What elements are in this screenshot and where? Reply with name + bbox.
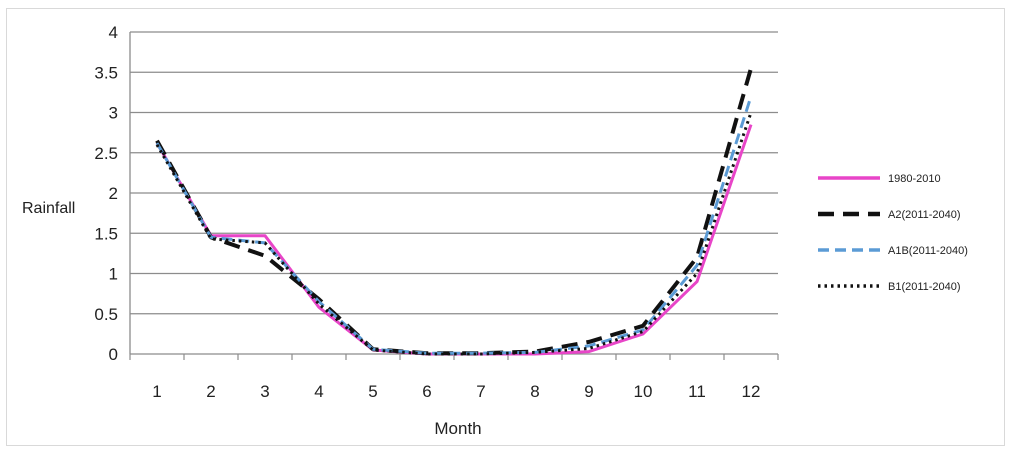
y-tick-label: 0.5	[94, 305, 118, 324]
x-tick-label: 11	[688, 382, 706, 401]
y-tick-label: 1	[109, 265, 118, 284]
series-line-3	[155, 95, 753, 355]
series-line-1	[155, 124, 753, 356]
legend-label: A1B(2011-2040)	[888, 245, 968, 257]
series-line-2	[155, 67, 753, 356]
chart-frame	[6, 8, 1005, 446]
gridlines	[129, 31, 779, 360]
y-tick-label: 2.5	[94, 144, 118, 163]
x-axis-label: Month	[434, 419, 481, 438]
legend: 1980-2010 A2(2011-2040) A1B(2011-2040) B1(2…	[818, 173, 968, 293]
legend-label: B1(2011-2040)	[888, 281, 961, 293]
x-tick-label: 3	[260, 382, 269, 401]
y-axis-label: Rainfall	[22, 200, 75, 217]
x-tick-label: 2	[206, 382, 215, 401]
x-tick-labels: 1 2 3 4 5 6 7 8 9 10 11 12	[152, 382, 760, 401]
y-tick-labels: 0 0.5 1 1.5 2 2.5 3 3.5 4	[94, 23, 118, 364]
x-tick-label: 8	[530, 382, 539, 401]
x-tick-label: 9	[584, 382, 593, 401]
x-tick-label: 4	[314, 382, 323, 401]
x-tick-label: 7	[476, 382, 485, 401]
x-tick-label: 12	[742, 382, 761, 401]
x-tick-label: 6	[422, 382, 431, 401]
x-tick-label: 1	[152, 382, 161, 401]
y-tick-label: 3.5	[94, 63, 118, 82]
y-tick-label: 4	[109, 23, 118, 42]
legend-label: 1980-2010	[888, 173, 941, 185]
x-tick-label: 10	[634, 382, 653, 401]
legend-label: A2(2011-2040)	[888, 209, 961, 221]
y-tick-label: 1.5	[94, 224, 118, 243]
x-tick-label: 5	[368, 382, 377, 401]
y-tick-label: 3	[109, 104, 118, 123]
series-lines	[155, 67, 753, 356]
y-tick-label: 0	[109, 345, 118, 364]
y-tick-label: 2	[109, 184, 118, 203]
